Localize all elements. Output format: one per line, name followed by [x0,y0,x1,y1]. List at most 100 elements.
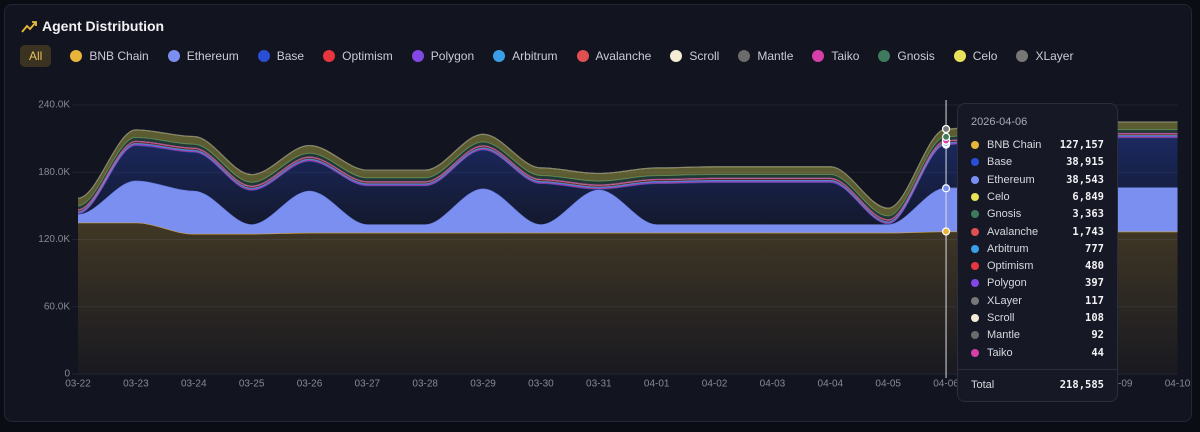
filter-chip[interactable]: Mantle [738,45,793,67]
tooltip-row: Optimism 480 [971,259,1104,273]
filter-label: Celo [972,49,998,63]
tooltip-row: Polygon 397 [971,276,1104,290]
tooltip-row: Taiko 44 [971,346,1104,360]
filter-chip[interactable]: Celo [953,45,998,67]
chain-icon [953,50,966,62]
filter-label: Optimism [342,49,393,63]
filter-chip[interactable]: All [20,45,52,67]
x-tick-label: 03-22 [65,379,91,390]
filter-label: XLayer [1035,49,1074,63]
x-tick-label: 03-29 [470,379,496,390]
filter-chip[interactable]: Ethereum [167,45,239,67]
filter-label: Scroll [689,49,720,63]
chain-icon [878,50,891,62]
x-tick-label: 03-28 [412,379,438,390]
filter-chip[interactable]: Arbitrum [493,45,558,67]
filter-chip[interactable]: Avalanche [576,45,652,67]
x-tick-label: 03-23 [123,379,149,390]
tooltip-value: 397 [1085,277,1104,290]
tooltip-row: BNB Chain 127,157 [971,138,1104,152]
x-tick-label: 04-06 [933,379,959,390]
tooltip-row: Gnosis 3,363 [971,207,1104,221]
title: Agent Distribution [42,18,165,34]
filter-chip[interactable]: Gnosis [878,45,935,67]
hover-dot [941,124,951,134]
x-tick-label: 04-09 [1107,379,1133,390]
tooltip-name: Scroll [987,312,1015,324]
tooltip-name: Celo [987,190,1010,203]
filter-chip[interactable]: Base [257,45,305,67]
filter-label: Arbitrum [512,49,558,63]
tooltip: 2026-04-06 BNB Chain 127,157 Base 38,915 Eth… [957,103,1118,402]
tooltip-name: Mantle [987,329,1021,342]
filter-chip[interactable]: Taiko [812,45,859,67]
y-tick-label: 120.0K [38,234,70,245]
hover-dot [941,227,951,236]
filter-label: Mantle [757,49,794,63]
tooltip-value: 3,363 [1072,208,1104,221]
x-tick-label: 03-27 [355,379,381,390]
chain-icon [257,50,270,62]
tooltip-row: Ethereum 38,543 [971,173,1104,187]
legend-dot [971,296,979,305]
legend-dot [971,210,979,219]
area [78,137,1178,225]
chain-icon [738,50,751,62]
tooltip-name: XLayer [987,294,1022,307]
x-tick-label: 04-04 [818,379,844,390]
tooltip-value: 777 [1085,242,1104,255]
legend-dot [971,279,979,288]
y-tick-label: 180.0K [38,167,70,178]
tooltip-row: Avalanche 1,743 [971,225,1104,239]
tooltip-row: Mantle 92 [971,328,1104,342]
filter-label: Ethereum [186,49,239,63]
x-tick-label: 04-01 [644,379,670,390]
filter-chip[interactable]: Polygon [411,45,474,67]
legend-dot [971,192,979,201]
tooltip-name: Optimism [987,260,1034,273]
separator [958,369,1117,370]
filters: All BNB Chain Ethereum Base Optimism Polygon… [20,45,1073,67]
chain-icon [167,50,180,62]
filter-label: Taiko [831,49,860,63]
area [78,181,1178,234]
filter-chip[interactable]: Optimism [323,45,393,67]
filter-label: BNB Chain [89,49,149,63]
tooltip-row: XLayer 117 [971,294,1104,308]
tooltip-value: 38,915 [1066,156,1104,169]
total-value: 218,585 [1059,379,1104,391]
tooltip-date: 2026-04-06 [971,116,1028,128]
legend-dot [971,331,979,340]
x-tick-label: 04-03 [760,379,786,390]
filter-label: Avalanche [595,49,652,63]
chain-icon [670,50,683,62]
chain-icon [323,50,336,62]
tooltip-name: Polygon [987,277,1027,290]
tooltip-value: 480 [1085,260,1104,273]
x-tick-label: 04-02 [702,379,728,390]
legend-dot [971,314,979,322]
hover-dot [941,132,951,141]
legend-dot [971,262,979,271]
filter-chip[interactable]: BNB Chain [70,45,149,67]
tooltip-name: Ethereum [987,173,1035,186]
legend-dot [971,158,979,167]
tooltip-value: 108 [1085,312,1104,324]
y-tick-label: 60.0K [44,301,70,312]
tooltip-total: Total 218,585 [971,378,1104,392]
tooltip-value: 1,743 [1072,225,1104,238]
legend-dot [971,227,979,236]
x-tick-label: 03-25 [239,379,265,390]
filter-chip[interactable]: Scroll [670,45,719,67]
x-tick-label: 04-10 [1165,379,1191,390]
x-tick-label: 03-31 [586,379,612,390]
filter-chip[interactable]: XLayer [1016,45,1073,67]
tooltip-row: Arbitrum 777 [971,242,1104,256]
trend-icon [21,21,37,33]
filter-label: Base [276,49,305,63]
tooltip-name: BNB Chain [987,139,1042,151]
chain-icon [812,50,825,62]
legend-dot [971,244,979,253]
